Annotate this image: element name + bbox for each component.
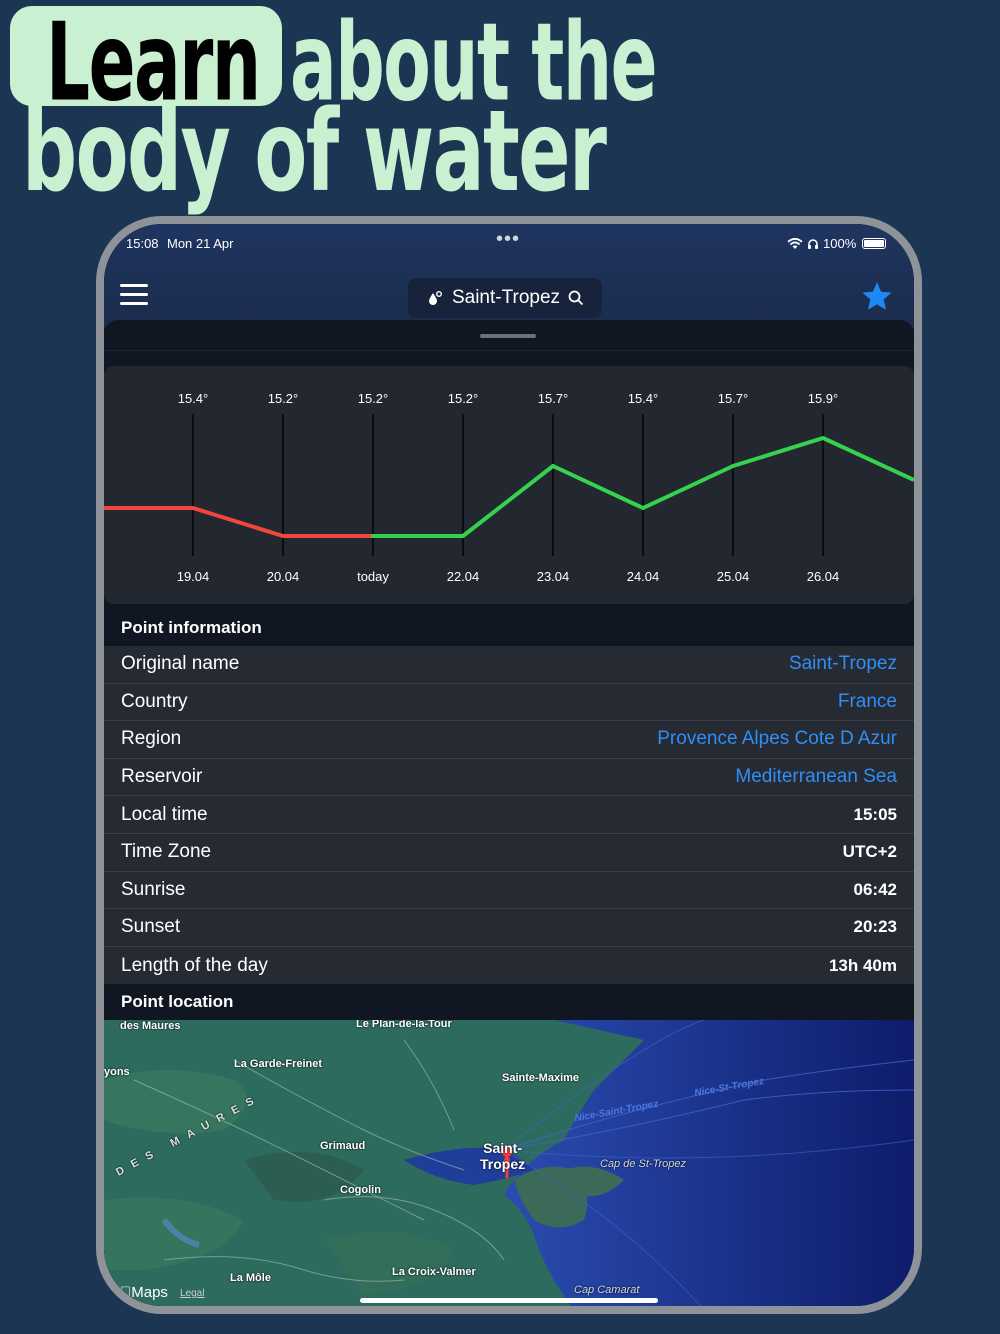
chart-series-segment — [461, 464, 555, 538]
info-row-label: Sunrise — [121, 878, 186, 900]
info-row-value: 15:05 — [853, 804, 897, 824]
headline-line2: body of water — [22, 86, 607, 218]
info-row: Local time 15:05 — [104, 796, 914, 834]
info-row-label: Region — [121, 728, 182, 750]
sheet-grabber[interactable] — [480, 334, 536, 338]
info-row-label: Country — [121, 690, 188, 712]
chart-value-label: 15.4° — [628, 391, 659, 406]
multitasking-dots[interactable]: ••• — [496, 228, 521, 250]
headline-line1: about the — [290, 0, 658, 126]
point-location-title: Point location — [121, 992, 234, 1011]
info-row[interactable]: Reservoir Mediterranean Sea — [104, 758, 914, 797]
chart-value-label: 15.7° — [718, 391, 749, 406]
menu-button[interactable] — [120, 284, 148, 306]
chart-tick-label: 24.04 — [627, 569, 660, 584]
search-icon — [568, 290, 584, 306]
app-screen: 15:08 Mon 21 Apr ••• 100% — [104, 224, 914, 1306]
chart-value-label: 15.2° — [358, 391, 389, 406]
chart-value-label: 15.2° — [448, 391, 479, 406]
battery-icon — [862, 238, 887, 249]
map-label: des Maures — [120, 1020, 181, 1032]
headphones-icon — [808, 238, 818, 249]
point-information-title: Point information — [121, 618, 262, 637]
divider — [104, 350, 914, 351]
chart-tick-label: 20.04 — [267, 569, 300, 584]
info-row[interactable]: Region Provence Alpes Cote D Azur — [104, 721, 914, 759]
info-row[interactable]: Original name Saint-Tropez — [104, 646, 914, 684]
chart-tick-label: today — [357, 569, 389, 584]
info-row[interactable]: Country France — [104, 683, 914, 722]
chart-value-label: 15.2° — [268, 391, 299, 406]
map-label: Cap de St-Tropez — [600, 1158, 687, 1170]
info-row-value: 13h 40m — [828, 955, 897, 975]
chart-value-label: 15.4° — [178, 391, 209, 406]
info-row: Time Zone UTC+2 — [104, 833, 914, 872]
water-drops-icon — [428, 291, 442, 305]
info-row-label: Time Zone — [121, 841, 212, 863]
map-label: La Croix-Valmer — [392, 1266, 476, 1278]
status-date: Mon 21 Apr — [167, 236, 234, 251]
location-map[interactable]: des Maures Le Plan-de-la-Tour La Garde-F… — [104, 1020, 914, 1306]
headline-highlight-pill — [10, 6, 282, 106]
favorite-star-icon[interactable] — [860, 280, 894, 314]
status-right: 100% — [787, 236, 887, 251]
map-label: La Môle — [230, 1272, 271, 1284]
info-row-label: Length of the day — [121, 954, 268, 976]
tablet-frame: 15:08 Mon 21 Apr ••• 100% — [96, 216, 922, 1314]
map-label: La Garde-Freinet — [234, 1058, 323, 1070]
location-name: Saint-Tropez — [451, 287, 561, 308]
map-label: Cogolin — [340, 1184, 381, 1196]
battery-percent: 100% — [823, 236, 857, 251]
info-row-value: 06:42 — [853, 879, 897, 899]
chart-tick-label: 22.04 — [447, 569, 480, 584]
info-row-link[interactable]: Mediterranean Sea — [735, 766, 897, 788]
headline-highlight-word: Learn — [46, 0, 261, 126]
map-label: Sainte-Maxime — [502, 1072, 580, 1084]
map-label: Cap Camarat — [574, 1284, 640, 1296]
info-row: Sunset 20:23 — [104, 909, 914, 947]
chart-svg: 15.4° 19.04 15.2° 20.04 15.2° today 15.2° 22.04… — [104, 391, 914, 584]
info-row-value: UTC+2 — [842, 842, 897, 862]
chart-value-label: 15.9° — [808, 391, 839, 406]
details-sheet: 15.4° 19.04 15.2° 20.04 15.2° today 15.2° 22.04… — [104, 320, 914, 1306]
water-temperature-chart: 15.4° 19.04 15.2° 20.04 15.2° today 15.2° 22.04… — [104, 366, 914, 604]
chart-tick-label: 23.04 — [537, 569, 570, 584]
map-label: Grimaud — [320, 1140, 366, 1152]
info-row-link[interactable]: Saint-Tropez — [788, 653, 897, 675]
info-row-label: Local time — [121, 803, 208, 825]
chart-tick-label: 26.04 — [807, 569, 840, 584]
info-row: Length of the day 13h 40m — [104, 946, 914, 985]
location-search-button[interactable]: Saint-Tropez — [408, 278, 602, 318]
chart-series-segment — [731, 436, 825, 468]
headline: Learn about the body of water — [0, 0, 1000, 217]
chart-series-segment — [551, 464, 645, 510]
chart-series-segment — [641, 464, 735, 510]
info-row-label: Original name — [121, 653, 240, 675]
info-row-label: Reservoir — [121, 766, 203, 788]
chart-series-segment — [191, 506, 285, 538]
legal-link[interactable]: Legal — [180, 1288, 205, 1299]
point-information-list: Original name Saint-Tropez Country France Re… — [104, 646, 914, 985]
wifi-icon — [787, 237, 803, 249]
info-row: Sunrise 06:42 — [104, 871, 914, 910]
info-row-value: 20:23 — [853, 917, 897, 937]
status-time: 15:08 — [126, 236, 159, 251]
chart-tick-label: 25.04 — [717, 569, 750, 584]
info-row-link[interactable]: Provence Alpes Cote D Azur — [657, 728, 897, 750]
menu-icon — [120, 284, 148, 287]
home-indicator[interactable] — [360, 1298, 658, 1303]
map-label: yons — [104, 1066, 130, 1078]
info-row-label: Sunset — [121, 916, 181, 938]
top-bar: 15:08 Mon 21 Apr ••• 100% — [104, 224, 914, 328]
info-row-link[interactable]: France — [837, 690, 897, 712]
map-label: Le Plan-de-la-Tour — [356, 1020, 452, 1030]
map-pin-label: Saint- Tropez — [480, 1140, 526, 1172]
chart-value-label: 15.7° — [538, 391, 569, 406]
map-terrain — [104, 1020, 914, 1306]
chart-series-segment — [822, 436, 914, 482]
maps-attribution: Maps — [120, 1284, 168, 1301]
chart-tick-label: 19.04 — [177, 569, 210, 584]
